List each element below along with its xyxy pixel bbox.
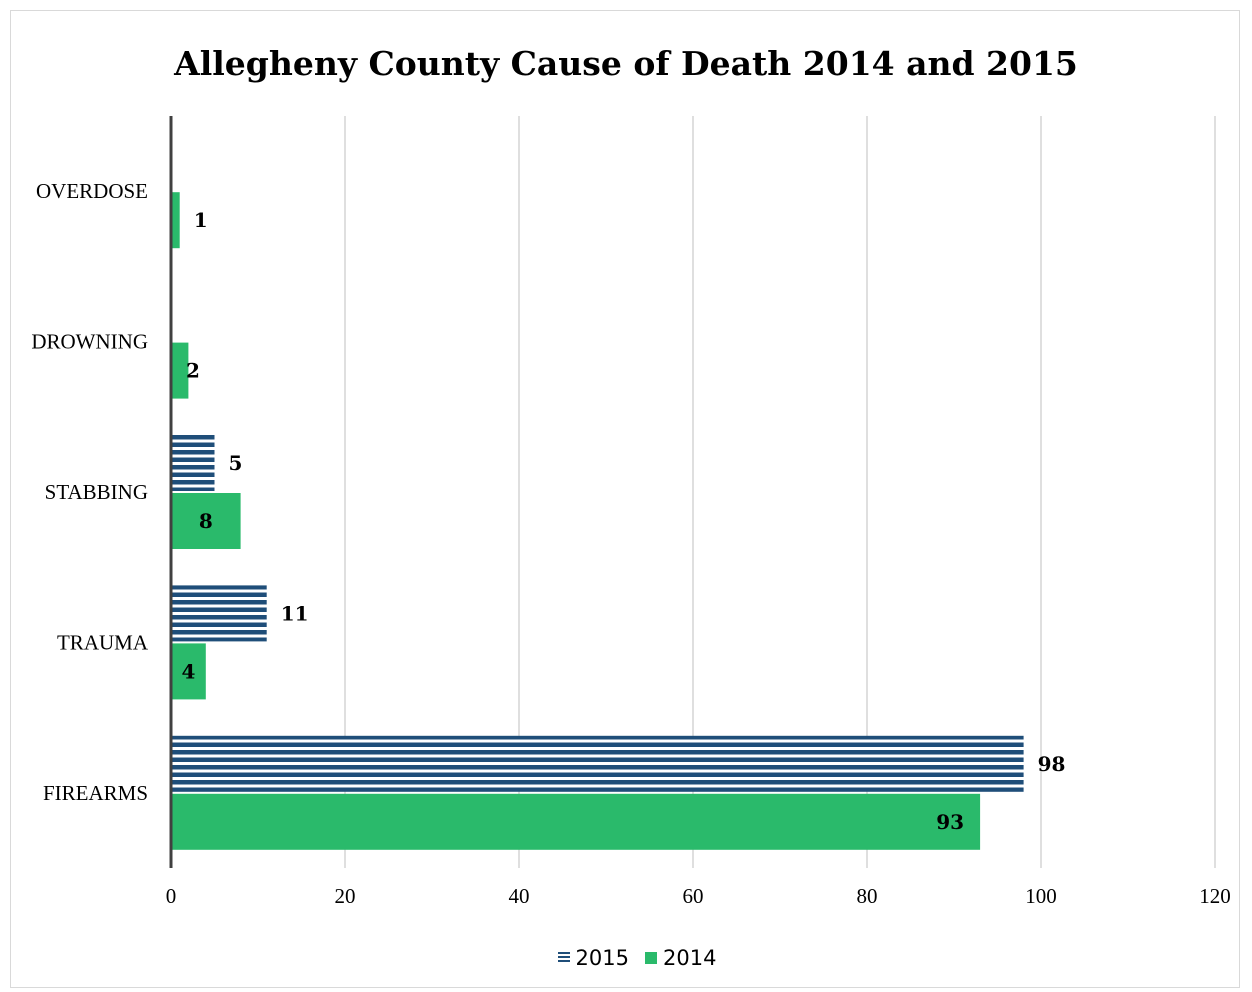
data-label-2015-firearms: 98 [1038, 752, 1066, 776]
category-label: FIREARMS [43, 781, 148, 805]
x-tick-label: 20 [335, 884, 356, 908]
chart-title: Allegheny County Cause of Death 2014 and… [174, 44, 1078, 83]
category-label: TRAUMA [57, 630, 149, 654]
legend: 2015 2014 [544, 936, 730, 980]
x-tick-label: 0 [166, 884, 177, 908]
bar-2014-trauma [171, 643, 206, 700]
data-label-2014-trauma: 4 [181, 659, 195, 683]
category-label: OVERDOSE [36, 179, 148, 203]
bar-2015-firearms [171, 735, 1024, 792]
legend-label-2014: 2014 [663, 946, 717, 970]
bar-2014-overdose [171, 192, 180, 249]
bar-2014-drowning [171, 342, 189, 399]
x-tick-label: 80 [857, 884, 878, 908]
data-label-2015-stabbing: 5 [229, 451, 243, 475]
legend-label-2015: 2015 [575, 946, 629, 970]
data-label-2014-drowning: 2 [186, 359, 200, 383]
x-tick-label: 120 [1199, 884, 1231, 908]
x-tick-label: 60 [683, 884, 704, 908]
legend-swatch-2015 [557, 952, 570, 964]
x-tick-label: 40 [509, 884, 530, 908]
data-label-2014-firearms: 93 [936, 810, 964, 834]
data-label-2014-overdose: 1 [194, 208, 208, 232]
category-label: STABBING [45, 480, 148, 504]
bar-2015-stabbing [171, 435, 215, 491]
bar-2014-stabbing [171, 493, 241, 549]
bar-2015-trauma [171, 585, 267, 642]
legend-item-2015: 2015 [557, 946, 629, 970]
bar-2014-firearms [171, 793, 981, 850]
x-tick-label: 100 [1025, 884, 1057, 908]
data-label-2014-stabbing: 8 [199, 509, 213, 533]
data-label-2015-trauma: 11 [281, 601, 309, 625]
legend-item-2014: 2014 [645, 946, 716, 970]
legend-swatch-2014 [645, 952, 657, 964]
category-label: DROWNING [31, 330, 148, 354]
